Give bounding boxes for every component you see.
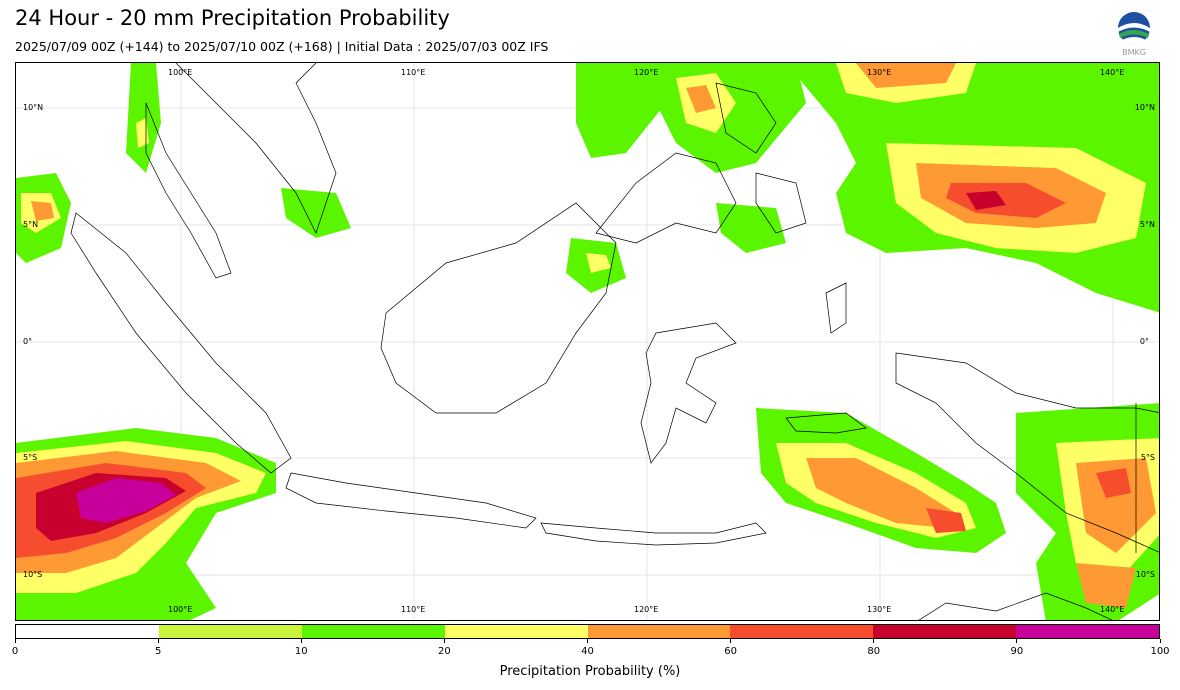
- colorbar-label: Precipitation Probability (%): [499, 664, 681, 679]
- lat-label-left-5s: 5°S: [23, 453, 38, 462]
- lat-label-left-0: 0°: [23, 337, 33, 346]
- lon-label-top-100: 100°E: [168, 68, 193, 77]
- colorbar-tick-label: 90: [1010, 646, 1024, 657]
- coastlines: [70, 63, 1159, 620]
- precip-nw-mainland: [126, 63, 806, 173]
- map-canvas: [16, 63, 1159, 620]
- colorbar-tickmark: [873, 639, 875, 643]
- bmkg-logo: BMKG: [1114, 11, 1154, 57]
- colorbar-segment-6: [873, 625, 1017, 638]
- colorbar-segment-2: [301, 625, 445, 638]
- lon-label-top-140: 140°E: [1100, 68, 1125, 77]
- colorbar-segment-0: [16, 625, 159, 638]
- colorbar-tickmark: [730, 639, 732, 643]
- colorbar-tickmark: [443, 639, 445, 643]
- colorbar-segment-5: [730, 625, 874, 638]
- lon-label-bottom-130: 130°E: [867, 605, 892, 614]
- colorbar-tick-label: 0: [11, 646, 19, 657]
- colorbar-segment-3: [444, 625, 588, 638]
- colorbar-tickmark: [300, 639, 302, 643]
- lon-label-bottom-110: 110°E: [401, 605, 426, 614]
- colorbar-tick-label: 100: [1150, 646, 1170, 657]
- colorbar: [15, 624, 1160, 639]
- lon-label-top-130: 130°E: [867, 68, 892, 77]
- colorbar-tickmark: [157, 639, 159, 643]
- lat-label-right-10s: 10°S: [1135, 570, 1155, 579]
- precipitation-map: 100°E 110°E 120°E 130°E 140°E 100°E 110°…: [15, 62, 1160, 621]
- colorbar-tick-label: 5: [154, 646, 162, 657]
- lat-label-left-10s: 10°S: [23, 570, 43, 579]
- colorbar-tick-label: 40: [581, 646, 594, 657]
- precip-north-pacific: [786, 63, 1159, 313]
- precip-southeast: [756, 403, 1159, 620]
- lon-label-bottom-100: 100°E: [168, 605, 193, 614]
- lat-label-right-5s: 5°S: [1140, 453, 1155, 462]
- svg-text:BMKG: BMKG: [1122, 48, 1146, 57]
- lon-label-top-120: 120°E: [634, 68, 659, 77]
- colorbar-segment-7: [1016, 625, 1159, 638]
- lon-label-top-110: 110°E: [401, 68, 426, 77]
- colorbar-tick-label: 20: [438, 646, 451, 657]
- colorbar-tickmark: [1159, 639, 1161, 643]
- colorbar-tick-label: 80: [867, 646, 881, 657]
- colorbar-tick-label: 60: [724, 646, 737, 657]
- colorbar-tickmark: [587, 639, 588, 643]
- lat-label-right-10n: 10°N: [1134, 103, 1155, 112]
- lat-label-left-5n: 5°N: [23, 220, 39, 229]
- lon-label-bottom-140: 140°E: [1100, 605, 1125, 614]
- lat-label-left-10n: 10°N: [23, 103, 44, 112]
- precip-southwest-ocean: [16, 428, 276, 620]
- lat-label-right-5n: 5°N: [1139, 220, 1155, 229]
- lon-label-bottom-120: 120°E: [634, 605, 659, 614]
- lat-label-right-0: 0°: [1139, 337, 1149, 346]
- colorbar-tickmark: [14, 639, 16, 643]
- colorbar-segment-1: [158, 625, 302, 638]
- colorbar-tick-label: 10: [294, 646, 308, 657]
- colorbar-tickmark: [1016, 639, 1018, 643]
- page-subtitle: 2025/07/09 00Z (+144) to 2025/07/10 00Z …: [15, 39, 549, 54]
- precip-west-patches: [16, 173, 786, 293]
- colorbar-segment-4: [587, 625, 731, 638]
- page-title: 24 Hour - 20 mm Precipitation Probabilit…: [15, 6, 450, 30]
